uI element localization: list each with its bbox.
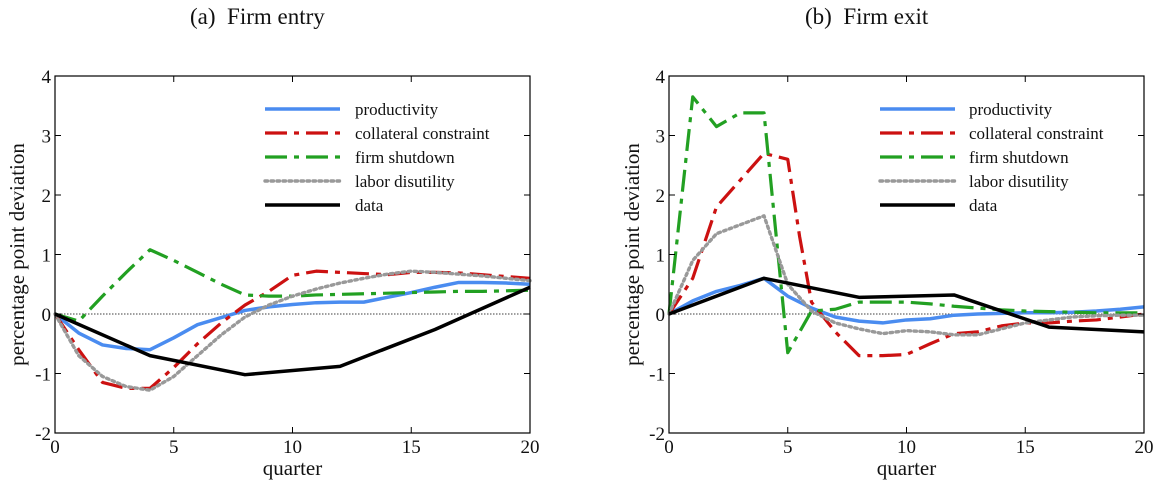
legend-entry-firm-shutdown: firm shutdown [969, 148, 1069, 167]
chart-panel-0: 0 5 10 15 20 -2 -1 0 1 2 3 4 quarter percentage point… [5, 67, 540, 480]
x-axis-label: quarter [263, 456, 322, 480]
series-line-productivity [53, 280, 531, 352]
y-tick-label: 1 [656, 246, 666, 267]
series-line-labor-disutility [667, 214, 1146, 337]
x-tick-label: 10 [897, 437, 916, 458]
legend-entry-labor-disutility: labor disutility [969, 172, 1069, 191]
y-tick-label: 2 [656, 186, 666, 207]
series-line-firm-shutdown [54, 248, 531, 323]
y-tick-label: -1 [35, 365, 51, 386]
chart-title-firm-exit: (b) Firm exit [805, 4, 929, 29]
x-tick-label: 0 [664, 437, 674, 458]
series-line-collateral-constraint [667, 151, 1145, 358]
y-tick-label: 3 [656, 127, 666, 148]
series-line-data [668, 276, 1145, 334]
x-tick-label: 10 [283, 437, 302, 458]
legend-entry-collateral-constraint: collateral constraint [969, 124, 1104, 143]
x-tick-label: 15 [1016, 437, 1035, 458]
legend-entry-firm-shutdown: firm shutdown [355, 148, 455, 167]
legend-entry-productivity: productivity [355, 100, 439, 119]
y-tick-label: -2 [35, 424, 51, 445]
legend-entry-productivity: productivity [969, 100, 1053, 119]
legend-entry-data: data [969, 196, 998, 215]
y-tick-label: 3 [42, 127, 52, 148]
chart-panel-1: 0 5 10 15 20 -2 -1 0 1 2 3 4 quarter percentage point… [620, 67, 1154, 480]
y-tick-label: -1 [649, 365, 665, 386]
y-tick-label: 1 [42, 246, 52, 267]
x-tick-label: 15 [402, 437, 421, 458]
y-axis-label: percentage point deviation [620, 143, 644, 366]
y-tick-label: 4 [656, 67, 666, 88]
x-tick-label: 20 [1135, 437, 1154, 458]
x-tick-label: 0 [50, 437, 60, 458]
series-line-data [54, 285, 531, 377]
series-line-labor-disutility [53, 269, 532, 392]
y-axis-label: percentage point deviation [5, 143, 29, 366]
x-axis-label: quarter [877, 456, 936, 480]
y-tick-label: 4 [42, 67, 52, 88]
legend-entry-data: data [355, 196, 384, 215]
x-tick-label: 5 [783, 437, 793, 458]
y-tick-label: 0 [42, 305, 52, 326]
x-tick-label: 5 [169, 437, 179, 458]
legend-entry-labor-disutility: labor disutility [355, 172, 455, 191]
chart-title-firm-entry: (a) Firm entry [190, 4, 325, 29]
y-tick-label: 2 [42, 186, 52, 207]
y-tick-label: 0 [656, 305, 666, 326]
series-line-firm-shutdown [667, 95, 1144, 355]
legend-entry-collateral-constraint: collateral constraint [355, 124, 490, 143]
x-tick-label: 20 [521, 437, 540, 458]
y-tick-label: -2 [649, 424, 665, 445]
